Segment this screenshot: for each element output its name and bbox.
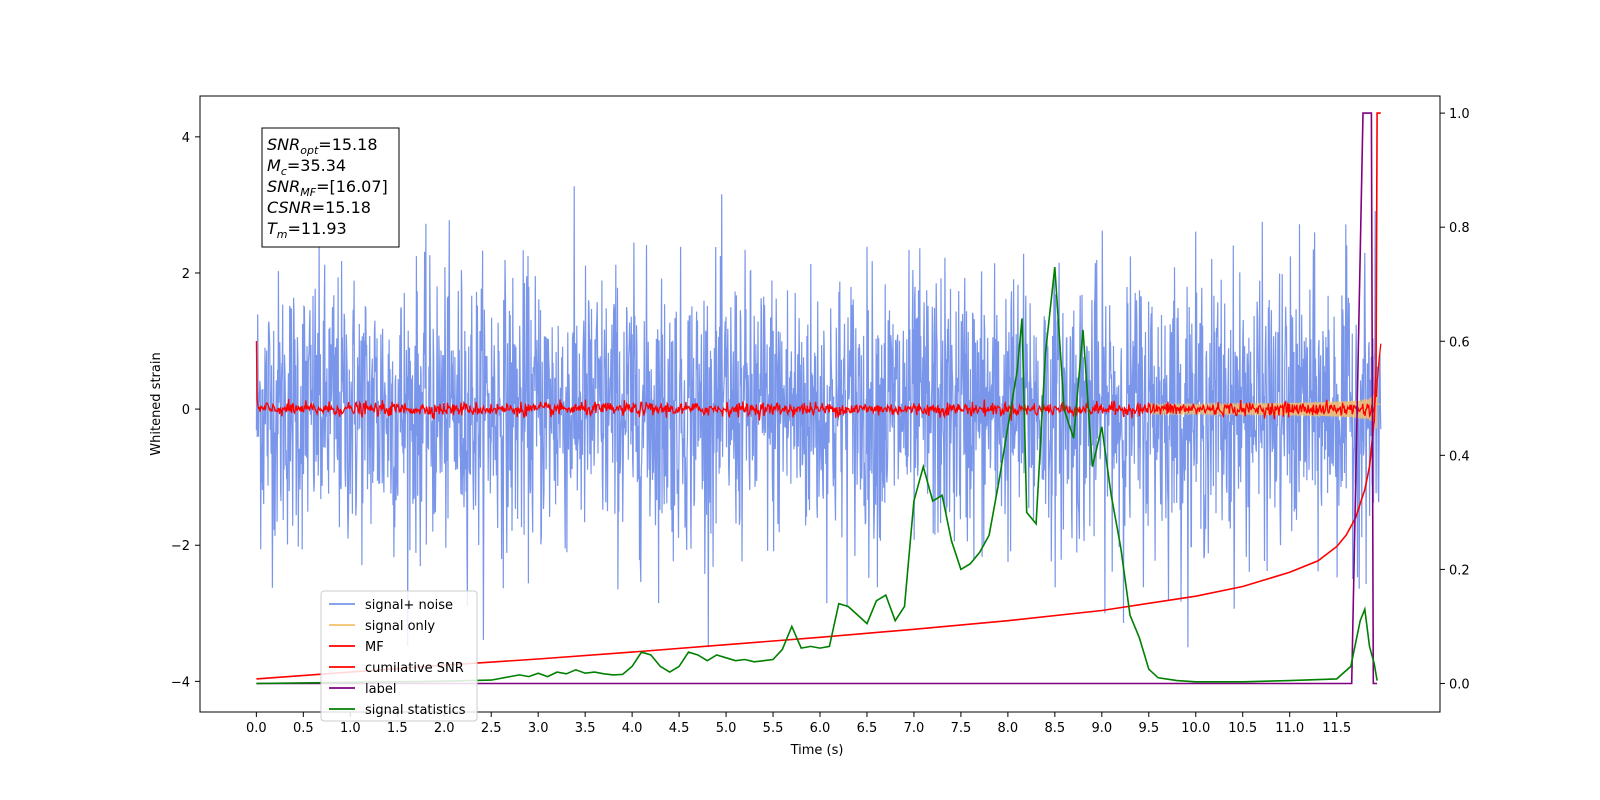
- x-tick-label: 4.5: [669, 721, 690, 736]
- x-tick-label: 2.0: [434, 721, 455, 736]
- x-tick-label: 9.5: [1138, 721, 1159, 736]
- x-tick-label: 1.0: [340, 721, 361, 736]
- x-tick-label: 9.0: [1091, 721, 1112, 736]
- legend: signal+ noise signal only MF cumilative SNR…: [320, 590, 478, 722]
- x-tick-label: 1.5: [387, 721, 408, 736]
- y-tick-label: −2: [171, 539, 190, 554]
- x-tick-label: 6.5: [857, 721, 878, 736]
- legend-frame: [320, 590, 478, 722]
- annotation-line: SNRopt=15.18: [267, 135, 378, 157]
- annotation-box: SNRopt=15.18Mc=35.34SNRMF=[16.07]CSNR=15…: [261, 127, 400, 248]
- annotation-line: CSNR=15.18: [267, 198, 371, 217]
- y-axis-left: 4 2 0 −2 −4: [171, 131, 200, 690]
- y2-tick-label: 0.0: [1449, 677, 1470, 692]
- legend-entry: MF: [365, 640, 384, 655]
- x-tick-label: 0.0: [246, 721, 267, 736]
- x-tick-label: 11.5: [1322, 721, 1351, 736]
- y-tick-label: −4: [171, 675, 190, 690]
- y-axis-label: Whitened strain: [149, 352, 164, 455]
- y2-tick-label: 0.2: [1449, 563, 1470, 578]
- x-tick-label: 7.5: [951, 721, 972, 736]
- x-axis: 0.0 0.5 1.0 1.5 2.0 2.5 3.0 3.5 4.0 4.5 5.0 5.5 6.0 6…: [246, 712, 1351, 736]
- y-tick-label: 0: [182, 403, 190, 418]
- x-tick-label: 3.5: [575, 721, 596, 736]
- x-tick-label: 0.5: [293, 721, 314, 736]
- series-cumilative-snr-line: [256, 112, 1381, 680]
- annotation-line: Mc=35.34: [267, 156, 346, 178]
- legend-entry: signal statistics: [365, 703, 466, 718]
- plot-layer: [255, 112, 1382, 685]
- series-mf-line: [255, 340, 1382, 421]
- y2-tick-label: 0.4: [1449, 449, 1470, 464]
- legend-entry: label: [365, 682, 396, 697]
- x-tick-label: 4.0: [622, 721, 643, 736]
- y-tick-label: 4: [182, 131, 190, 146]
- x-tick-label: 8.0: [998, 721, 1019, 736]
- annotation-line: SNRMF=[16.07]: [267, 177, 388, 199]
- y2-tick-label: 1.0: [1449, 107, 1470, 122]
- y-axis-right: 1.0 0.8 0.6 0.4 0.2 0.0: [1440, 107, 1470, 692]
- x-axis-label: Time (s): [790, 743, 844, 758]
- y2-tick-label: 0.6: [1449, 335, 1470, 350]
- annotation-line: Tm=11.93: [267, 219, 347, 241]
- x-tick-label: 6.0: [810, 721, 831, 736]
- x-tick-label: 11.0: [1275, 721, 1304, 736]
- legend-entry: cumilative SNR: [365, 661, 464, 676]
- y2-tick-label: 0.8: [1449, 221, 1470, 236]
- x-tick-label: 10.0: [1181, 721, 1210, 736]
- legend-entry: signal only: [365, 619, 435, 634]
- series-signal-statistics-line: [256, 267, 1378, 685]
- x-tick-label: 2.5: [481, 721, 502, 736]
- x-tick-label: 5.5: [763, 721, 784, 736]
- x-tick-label: 10.5: [1228, 721, 1257, 736]
- x-tick-label: 8.5: [1045, 721, 1066, 736]
- x-tick-label: 7.0: [904, 721, 925, 736]
- x-tick-label: 5.0: [716, 721, 737, 736]
- legend-entry: signal+ noise: [365, 598, 453, 613]
- series-label-line: [256, 112, 1378, 685]
- annotation-frame: [261, 127, 400, 248]
- series-signal-noise-line: [255, 186, 1382, 648]
- x-tick-label: 3.0: [528, 721, 549, 736]
- y-tick-label: 2: [182, 267, 190, 282]
